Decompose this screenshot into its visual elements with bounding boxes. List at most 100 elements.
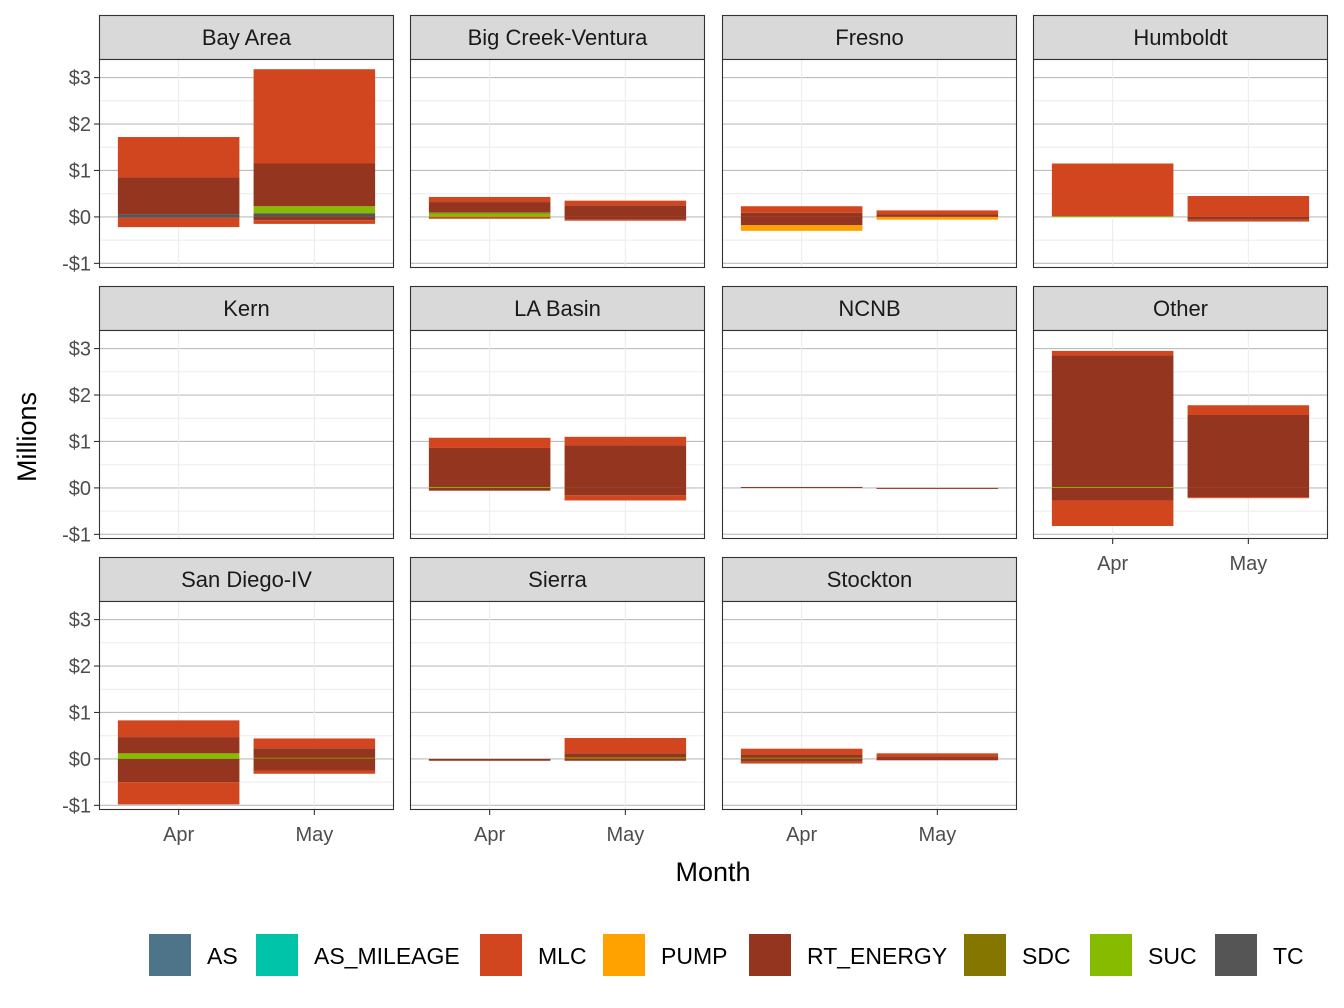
bar-san-diego-iv-apr-mlc (117, 782, 240, 805)
bar-other-apr-suc (1051, 486, 1174, 488)
panel-border (409, 600, 706, 811)
bar-humboldt-may-mlc (1187, 219, 1310, 222)
y-tick-label: $1 (69, 160, 91, 182)
strip-label: NCNB (838, 296, 900, 321)
legend-label: AS (207, 943, 238, 969)
bar-bay-area-apr-mlc (117, 217, 240, 228)
y-tick-label: $1 (69, 702, 91, 724)
y-tick-label: $3 (69, 339, 91, 361)
strip-label: LA Basin (514, 296, 601, 321)
bar-big-creek-ventura-may-mlc (564, 219, 687, 221)
legend-item-as: AS (149, 934, 238, 976)
bar-bay-area-may-tc (253, 213, 376, 217)
bar-la-basin-may-rt-energy (564, 487, 687, 496)
x-tick-label: May (1229, 553, 1267, 575)
legend-swatch (480, 934, 522, 976)
legend-item-suc: SUC (1090, 934, 1197, 976)
x-tick-label: May (606, 824, 644, 846)
y-tick-label: $2 (69, 114, 91, 136)
legend-swatch (749, 934, 791, 976)
legend-swatch (603, 934, 645, 976)
bar-stockton-apr-mlc (740, 748, 863, 755)
panel-ncnb: NCNB (721, 285, 1018, 540)
bar-san-diego-iv-may-mlc (253, 770, 376, 774)
panel-border (721, 329, 1018, 540)
bar-la-basin-apr-rt-energy (428, 487, 551, 491)
bar-la-basin-may-mlc (564, 495, 687, 501)
legend-label: MLC (538, 943, 587, 969)
bar-stockton-apr-sdc (740, 757, 863, 759)
bar-sierra-may-mlc (564, 738, 687, 754)
bar-big-creek-ventura-apr-mlc (428, 196, 551, 203)
bar-stockton-may-mlc (876, 753, 999, 757)
bar-other-may-rt-energy (1187, 487, 1310, 498)
panel-border (98, 600, 395, 811)
plot-background (410, 330, 705, 539)
legend-swatch (1090, 934, 1132, 976)
panel-san-diego-iv: San Diego-IV -$1 $0 $1 $2 $3 Apr May (62, 556, 395, 846)
bar-humboldt-apr-suc (1051, 215, 1174, 217)
bar-bay-area-apr-mlc (117, 137, 240, 178)
y-tick-label: $3 (69, 610, 91, 632)
strip-label: Sierra (528, 567, 587, 592)
bar-san-diego-iv-may-sdc (253, 757, 376, 759)
legend-label: RT_ENERGY (807, 943, 947, 969)
bar-sierra-may-rt-energy (564, 753, 687, 758)
panel-border (98, 58, 395, 269)
plot-background (722, 601, 1017, 810)
bar-stockton-may-rt-energy (876, 758, 999, 761)
bar-sierra-apr-rt-energy (428, 758, 551, 761)
bar-ncnb-may-rt-energy (876, 487, 999, 489)
bar-fresno-may-rt-energy (876, 214, 999, 217)
bar-san-diego-iv-apr-rt-energy (117, 737, 240, 754)
bar-other-apr-mlc (1051, 350, 1174, 356)
y-tick-label: $2 (69, 385, 91, 407)
bar-humboldt-apr-mlc (1051, 163, 1174, 216)
bar-bay-area-may-mlc (253, 69, 376, 164)
panel-border (1032, 329, 1329, 540)
bar-san-diego-iv-apr-mlc (117, 720, 240, 738)
bar-big-creek-ventura-apr-suc (428, 213, 551, 217)
bar-la-basin-apr-rt-energy (428, 447, 551, 487)
bar-bay-area-may-rt-energy (253, 216, 376, 221)
panel-border (721, 58, 1018, 269)
legend-swatch (256, 934, 298, 976)
bar-la-basin-may-mlc (564, 436, 687, 446)
legend-item-pump: PUMP (603, 934, 727, 976)
strip-label: Stockton (827, 567, 913, 592)
strip-background (98, 285, 395, 332)
bar-stockton-apr-mlc (740, 761, 863, 764)
x-tick-label: May (295, 824, 333, 846)
legend-item-rt-energy: RT_ENERGY (749, 934, 947, 976)
bar-ncnb-apr-rt-energy (740, 486, 863, 488)
bar-big-creek-ventura-apr-sdc (428, 212, 551, 214)
legend-item-sdc: SDC (964, 934, 1071, 976)
legend-label: PUMP (661, 943, 727, 969)
legend: AS AS_MILEAGE MLC PUMP RT_ENERGY SDC SUC TC (149, 934, 1304, 976)
plot-background (722, 330, 1017, 539)
strip-background (409, 285, 706, 332)
panel-humboldt: Humboldt (1032, 14, 1329, 269)
panel-stockton: Stockton Apr May (721, 556, 1018, 846)
legend-label: SUC (1148, 943, 1197, 969)
bar-sierra-may-sdc (564, 757, 687, 759)
legend-item-as-mileage: AS_MILEAGE (256, 934, 460, 976)
bar-la-basin-may-rt-energy (564, 445, 687, 488)
bar-san-diego-iv-may-rt-energy (253, 748, 376, 758)
y-tick-label: -$1 (62, 253, 91, 275)
strip-label: Humboldt (1133, 25, 1227, 50)
strip-label: Big Creek-Ventura (468, 25, 649, 50)
x-tick-label: Apr (1097, 553, 1128, 575)
x-tick-label: Apr (786, 824, 817, 846)
legend-label: TC (1273, 943, 1304, 969)
strip-label: Kern (223, 296, 269, 321)
bar-bay-area-may-rt-energy (253, 163, 376, 207)
strip-background (1032, 285, 1329, 332)
x-tick-label: Apr (474, 824, 505, 846)
y-tick-label: $2 (69, 656, 91, 678)
strip-background (721, 285, 1018, 332)
bar-fresno-apr-rt-energy (740, 216, 863, 226)
panel-big-creek-ventura: Big Creek-Ventura (409, 14, 706, 269)
bar-la-basin-apr-mlc (428, 437, 551, 448)
strip-background (98, 14, 395, 61)
